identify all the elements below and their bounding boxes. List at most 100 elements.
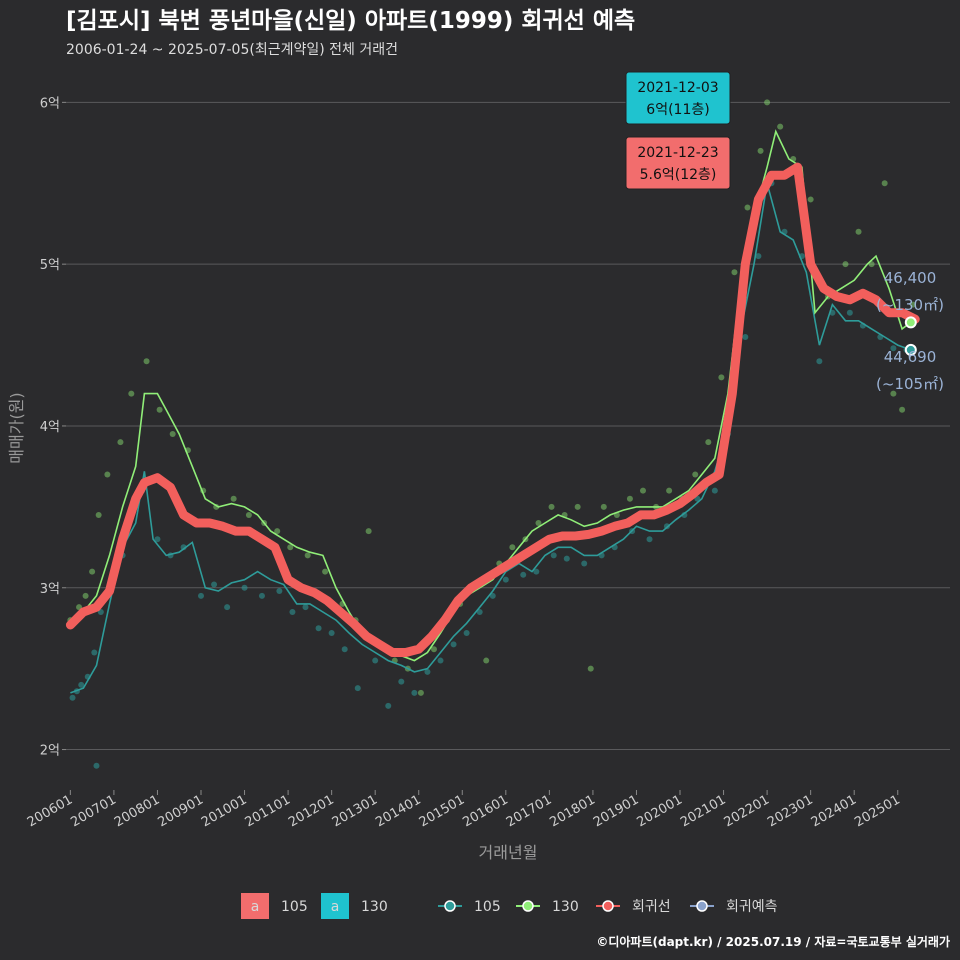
legend-series-dot (522, 900, 534, 912)
scatter-point-130 (705, 439, 712, 446)
annotation-0: 2021-12-03 6억(11층) (625, 71, 731, 125)
legend-key-swatch (321, 893, 349, 919)
legend-key-name: 105 (281, 899, 308, 915)
legend-series-0: 105 (438, 899, 501, 915)
scatter-point-130 (417, 689, 424, 696)
x-tick-label: 201801 (547, 792, 597, 830)
x-axis-ticks: 2006012007012008012009012010012011012012… (25, 790, 903, 830)
x-tick-label: 201201 (286, 792, 336, 830)
scatter-point-105 (91, 649, 98, 656)
scatter-point-130 (777, 123, 784, 130)
scatter-point-130 (666, 487, 673, 494)
x-tick-label: 201701 (504, 792, 554, 830)
scatter-point-130 (899, 406, 906, 413)
legend-series-dot (696, 900, 708, 912)
legend-series-name: 회귀선 (632, 899, 671, 915)
y-tick-label: 5억 (40, 258, 60, 273)
legend-series-dot (602, 900, 614, 912)
chart-subtitle: 2006-01-24 ~ 2025-07-05(최근계약일) 전체 거래건 (66, 42, 398, 58)
legend-key-letter: a (251, 899, 260, 915)
scatter-point-105 (78, 681, 85, 688)
scatter-point-105 (711, 487, 718, 494)
scatter-point-130 (143, 358, 150, 365)
gridlines (66, 101, 950, 751)
x-tick-label: 201101 (243, 792, 293, 830)
end-label-value: 44,690 (884, 348, 937, 366)
scatter-point-130 (287, 544, 294, 551)
end-point-130 (904, 316, 917, 329)
scatter-point-105 (437, 657, 444, 664)
scatter-point-105 (411, 689, 418, 696)
scatter-point-105 (463, 630, 470, 637)
scatter-point-130 (692, 471, 699, 478)
scatter-point-105 (154, 536, 161, 543)
scatter-point-130 (430, 646, 437, 653)
annotation-value: 5.6억(12층) (640, 167, 717, 183)
x-tick-label: 202501 (852, 792, 902, 830)
annotation-date: 2021-12-03 (637, 80, 718, 96)
x-tick-label: 201901 (591, 792, 641, 830)
scatter-point-105 (450, 641, 457, 648)
x-tick-label: 201601 (460, 792, 510, 830)
annotation-box (625, 136, 731, 190)
chart-title: [김포시] 북변 풍년마을(신일) 아파트(1999) 회귀선 예측 (66, 8, 635, 34)
scatter-point-130 (600, 503, 607, 510)
x-tick-label: 202001 (635, 792, 685, 830)
y-tick-label: 3억 (40, 582, 60, 597)
scatter-point-105 (476, 609, 483, 616)
legend-series-name: 130 (552, 899, 579, 915)
legend-series-name: 105 (474, 899, 501, 915)
legend-key-text-105: a 105 (241, 893, 308, 919)
x-tick-label: 200801 (112, 792, 162, 830)
scatter-point-130 (82, 592, 89, 599)
scatter-point-130 (304, 552, 311, 559)
scatter-point-130 (764, 99, 771, 106)
scatter-point-105 (315, 625, 322, 632)
legend-series-dot (444, 900, 456, 912)
scatter-point-130 (548, 503, 555, 510)
scatter-point-105 (581, 560, 588, 567)
x-tick-label: 202301 (765, 792, 815, 830)
legend-key-text-130: a 130 (321, 893, 388, 919)
scatter-point-130 (535, 520, 542, 527)
scatter-point-105 (211, 581, 218, 588)
scatter-point-105 (224, 604, 231, 611)
scatter-point-105 (681, 511, 688, 518)
scatter-point-130 (156, 406, 163, 413)
scatter-point-105 (69, 694, 76, 701)
x-tick-label: 201501 (417, 792, 467, 830)
x-axis-label: 거래년월 (479, 843, 538, 862)
y-tick-label: 4억 (40, 420, 60, 435)
legend-series-3: 회귀예측 (690, 899, 778, 915)
legend-key-letter: a (331, 899, 340, 915)
scatter-point-130 (744, 204, 751, 211)
end-label-area: (~105㎡) (876, 375, 944, 393)
scatter-point-130 (855, 228, 862, 235)
scatter-point-105 (533, 568, 540, 575)
scatter-point-105 (328, 630, 335, 637)
series-lines (65, 129, 920, 694)
x-tick-label: 200701 (68, 792, 118, 830)
scatter-point-105 (502, 576, 509, 583)
end-label-value: 46,400 (884, 269, 937, 287)
scatter-point-130 (104, 471, 111, 478)
scatter-point-130 (807, 196, 814, 203)
scatter-point-130 (909, 301, 916, 308)
legend-key-name: 130 (361, 899, 388, 915)
scatter-point-130 (128, 390, 135, 397)
x-tick-label: 202201 (722, 792, 772, 830)
scatter-point-105 (846, 309, 853, 316)
legend-series-1: 130 (516, 899, 579, 915)
scatter-point-130 (169, 431, 176, 438)
scatter-point-130 (483, 657, 490, 664)
scatter-point-105 (646, 536, 653, 543)
annotation-date: 2021-12-23 (637, 145, 718, 161)
credit-text: ©디아파트(dapt.kr) / 2025.07.19 / 자료=국토교통부 실… (596, 934, 950, 949)
scatter-point-130 (574, 503, 581, 510)
scatter-point-105 (197, 592, 204, 599)
scatter-point-130 (757, 147, 764, 154)
scatter-point-105 (372, 657, 379, 664)
x-tick-label: 201301 (330, 792, 380, 830)
annotations: 2021-12-03 6억(11층) 2021-12-23 5.6억(12층) (625, 71, 731, 190)
